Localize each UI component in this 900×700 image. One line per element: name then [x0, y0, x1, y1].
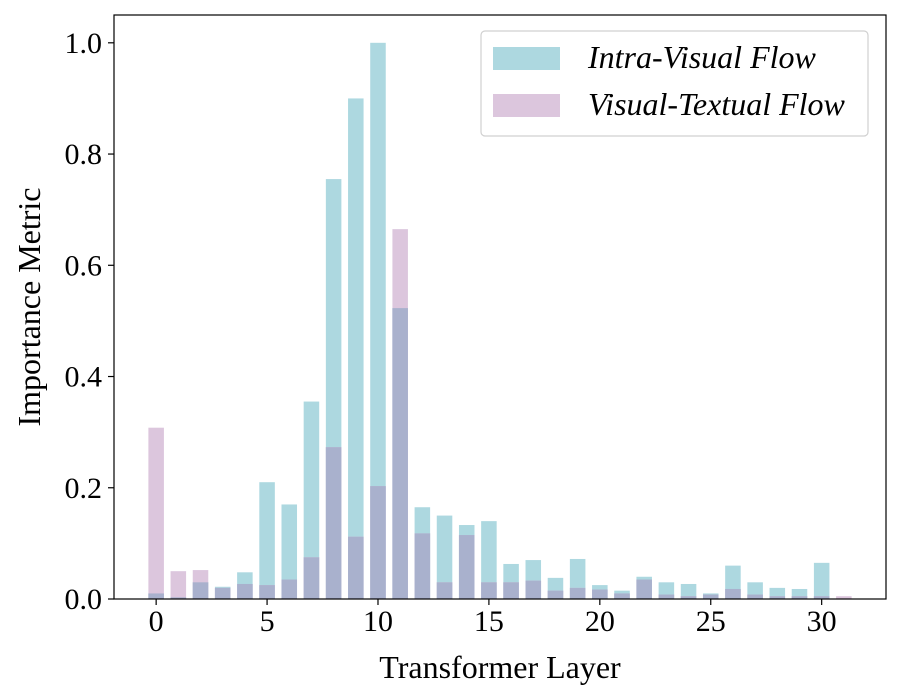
bar-intra-visual-flow-28: [769, 587, 786, 599]
x-tick-label-20: 20: [585, 605, 615, 638]
bar-overlap-14: [458, 535, 475, 599]
x-tick-label-15: 15: [474, 605, 504, 638]
bar-overlap-15: [481, 582, 497, 599]
legend-swatch-visual-textual-flow: [493, 94, 560, 117]
series-visual-textual-flow-bars: [148, 229, 852, 599]
y-tick-label-0.2: 0.2: [65, 472, 103, 505]
x-tick-label-0: 0: [149, 605, 164, 638]
bar-overlap-19: [569, 587, 586, 599]
y-axis-title: Importance Metric: [11, 188, 47, 427]
bar-overlap-20: [592, 589, 608, 599]
bar-visual-textual-flow-0: [148, 427, 164, 599]
bar-overlap-22: [636, 579, 652, 599]
legend-box: [480, 30, 869, 137]
bar-overlap-12: [414, 533, 431, 599]
bar-overlap-25: [702, 594, 719, 599]
bar-intra-visual-flow-7: [303, 401, 320, 599]
legend: Intra-Visual Flow Visual-Textual Flow: [480, 30, 869, 137]
bar-overlap-11: [392, 308, 408, 599]
bar-overlap-5: [259, 585, 275, 599]
y-tick-label-0.6: 0.6: [65, 249, 103, 282]
bar-intra-visual-flow-24: [680, 583, 697, 599]
bar-overlap-26: [725, 588, 741, 599]
bar-overlap-30: [813, 596, 830, 599]
bar-overlap-29: [791, 596, 808, 599]
x-tick-label-5: 5: [260, 605, 275, 638]
bar-overlap-6: [281, 579, 298, 599]
bar-overlap-10: [370, 486, 386, 599]
y-tick-label-0.0: 0.0: [65, 583, 103, 616]
y-axis-ticks: 0.0 0.2 0.4 0.6 0.8 1.0: [65, 27, 114, 616]
bar-overlap-8: [325, 447, 342, 599]
x-axis-ticks: 0 5 10 15 20 25 30: [149, 599, 837, 638]
legend-label-visual-textual-flow: Visual-Textual Flow: [588, 86, 846, 122]
bar-visual-textual-flow-31: [836, 596, 852, 599]
y-tick-label-0.8: 0.8: [65, 138, 103, 171]
bar-overlap-21: [614, 593, 630, 599]
bar-overlap-27: [747, 594, 763, 599]
bar-overlap-3: [214, 587, 231, 599]
bar-overlap-2: [192, 582, 209, 599]
bar-intra-visual-flow-13: [436, 515, 453, 599]
bar-intra-visual-flow-30: [813, 562, 830, 599]
bar-intra-visual-flow-5: [259, 482, 275, 599]
bar-intra-visual-flow-6: [281, 504, 298, 599]
bar-overlap-9: [348, 536, 364, 599]
bar-overlap-1: [170, 597, 187, 599]
bar-overlap-28: [769, 596, 786, 599]
bar-intra-visual-flow-15: [481, 521, 497, 599]
bar-overlap-17: [525, 580, 542, 599]
bar-intra-visual-flow-10: [370, 42, 386, 600]
bar-overlap-24: [680, 596, 697, 599]
bar-overlap-18: [547, 590, 564, 599]
bar-overlap-23: [658, 594, 675, 599]
legend-swatch-intra-visual-flow: [493, 47, 560, 70]
bar-intra-visual-flow-29: [791, 588, 808, 599]
bar-overlap-4: [237, 583, 253, 599]
x-tick-label-30: 30: [807, 605, 837, 638]
y-tick-label-0.4: 0.4: [65, 361, 103, 394]
bar-overlap-16: [503, 582, 519, 599]
legend-label-intra-visual-flow: Intra-Visual Flow: [587, 39, 817, 75]
bar-intra-visual-flow-9: [348, 98, 364, 599]
bar-overlap-0: [148, 593, 164, 599]
bar-overlap-13: [436, 582, 453, 599]
x-axis-title: Transformer Layer: [379, 649, 621, 685]
x-tick-label-25: 25: [696, 605, 726, 638]
x-tick-label-10: 10: [363, 605, 393, 638]
bar-overlap-7: [303, 557, 320, 599]
y-tick-label-1.0: 1.0: [65, 27, 103, 60]
plot-frame: [113, 14, 887, 600]
bar-visual-textual-flow-1: [170, 571, 187, 599]
overlap-bars: [148, 308, 830, 599]
